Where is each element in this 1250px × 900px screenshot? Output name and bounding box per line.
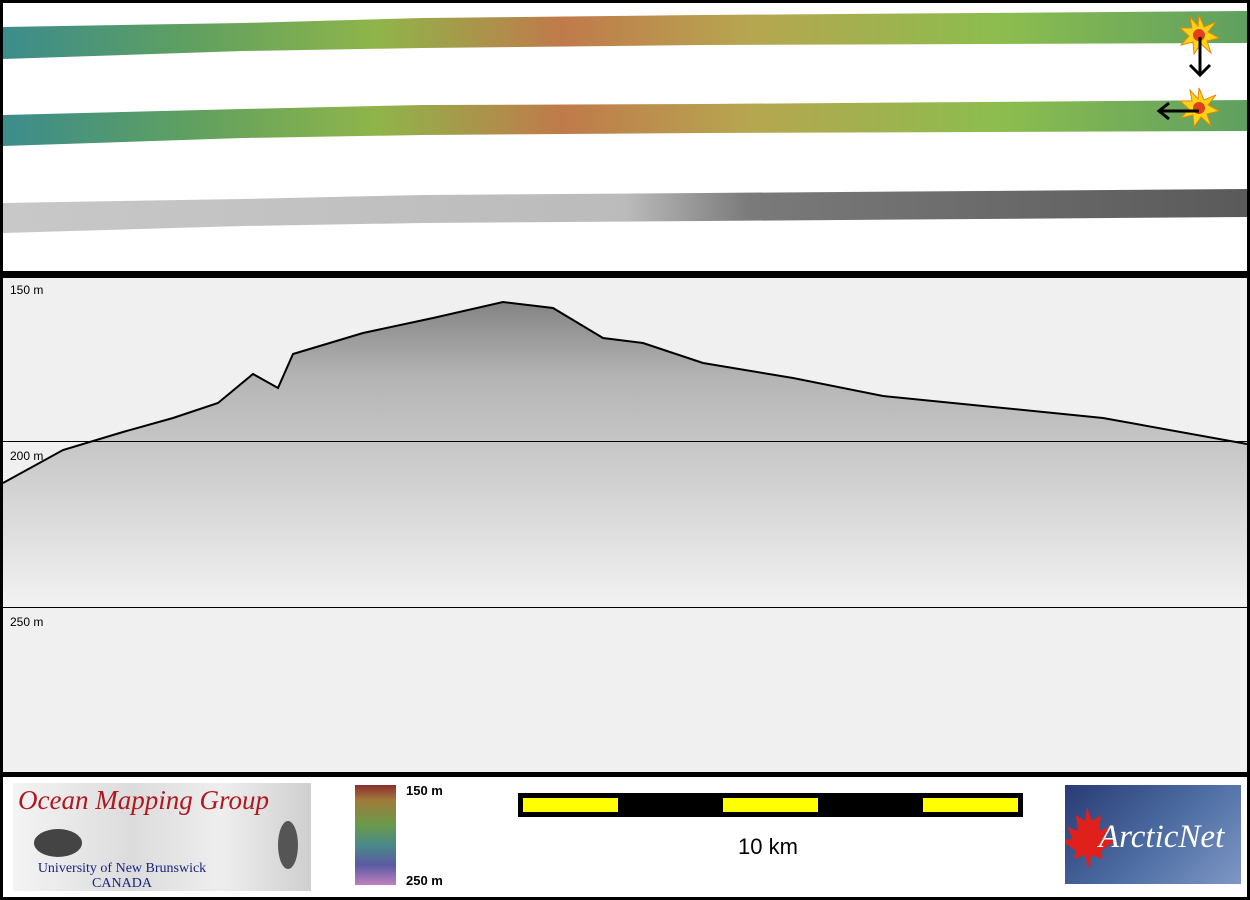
explosion-marker-icon bbox=[1178, 14, 1221, 56]
scale-bar-segment bbox=[723, 798, 818, 812]
sonar-ship-icon bbox=[34, 821, 298, 869]
legend-panel: Ocean Mapping Group University of New Br… bbox=[3, 777, 1247, 897]
depth-label-150: 150 m bbox=[10, 283, 44, 297]
swath-panel bbox=[3, 3, 1247, 271]
depth-label-200: 200 m bbox=[10, 449, 44, 463]
scale-bar bbox=[518, 793, 1023, 817]
swath-strips bbox=[3, 11, 1247, 233]
profile-panel: 150 m 200 m 250 m bbox=[3, 278, 1247, 772]
colorbar-bottom-label: 250 m bbox=[406, 873, 443, 888]
seafloor-trace bbox=[3, 300, 1247, 484]
scale-label: 10 km bbox=[738, 834, 798, 859]
arrow-left-icon bbox=[1156, 101, 1199, 121]
colorbar-top-label: 150 m bbox=[406, 783, 443, 798]
logo-omg-title: Ocean Mapping Group bbox=[18, 785, 269, 815]
bathymetry-strip-1 bbox=[3, 11, 1247, 59]
backscatter-strip bbox=[3, 189, 1247, 233]
depth-colorbar bbox=[355, 785, 396, 885]
depth-gridline bbox=[3, 607, 1247, 608]
arcticnet-logo: ArcticNet bbox=[1065, 785, 1241, 884]
arcticnet-text: ArcticNet bbox=[1099, 819, 1225, 855]
maple-leaf-icon bbox=[1065, 807, 1115, 867]
seabed-profile bbox=[3, 300, 1247, 598]
logo-omg-country: CANADA bbox=[92, 876, 152, 891]
ocean-mapping-group-logo: Ocean Mapping Group University of New Br… bbox=[13, 783, 311, 891]
scale-bar-segment bbox=[923, 798, 1018, 812]
depth-gridline bbox=[3, 441, 1247, 442]
scale-bar-segment bbox=[523, 798, 618, 812]
logo-omg-university: University of New Brunswick bbox=[37, 861, 207, 876]
sediment-shading bbox=[3, 302, 1247, 598]
bathymetry-strip-2 bbox=[3, 100, 1247, 146]
depth-label-250: 250 m bbox=[10, 615, 44, 629]
arrow-down-icon bbox=[1188, 37, 1212, 78]
